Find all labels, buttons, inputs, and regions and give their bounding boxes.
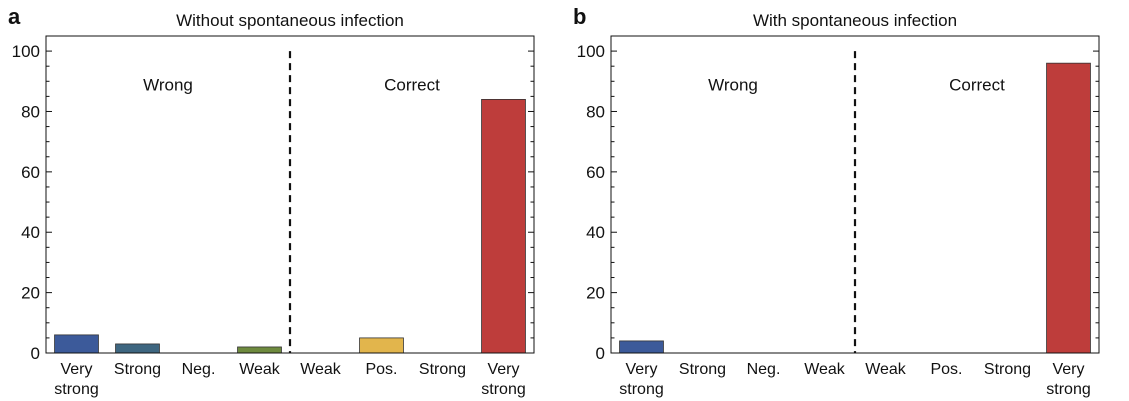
panel-a-category-label-6: Strong [419,361,466,378]
panel-a-bar-3 [237,346,282,354]
panel-a-region-label-correct: Correct [384,75,440,94]
panel-b-panel-label: b [573,4,586,29]
panel-a-ytick-label-80: 80 [21,102,40,121]
panel-a-category-label-2: Neg. [182,361,216,378]
panel-a-plot-frame [45,35,535,354]
panel-b-category-label-7: Very strong [1046,361,1090,398]
panel-a-title: Without spontaneous infection [176,11,404,30]
panel-b-category-label-6: Strong [984,361,1031,378]
panel-b-ytick-label-100: 100 [577,42,605,61]
panel-a-ytick-label-60: 60 [21,163,40,182]
panel-a-category-label-4: Weak [300,361,342,378]
panel-a-category-label-7: Very strong [481,361,525,398]
panel-b-category-label-1: Strong [679,361,726,378]
panel-a-category-label-1: Strong [114,361,161,378]
panel-b-ytick-label-80: 80 [586,102,605,121]
panel-b-bar-7 [1046,62,1091,354]
panel-b-chart: b With spontaneous infection Wrong Correct 0… [573,4,1100,398]
panel-a-ytick-label-0: 0 [31,344,40,363]
panel-b-ytick-label-20: 20 [586,284,605,303]
panel-a-chart: a Without spontaneous infection Wrong Corre… [8,4,535,398]
panel-b-category-label-4: Weak [865,361,907,378]
panel-b-ytick-label-60: 60 [586,163,605,182]
panel-b-title: With spontaneous infection [753,11,957,30]
panel-a-region-label-wrong: Wrong [143,75,193,94]
panel-a-category-label-3: Weak [239,361,281,378]
panel-a-ytick-label-100: 100 [12,42,40,61]
panel-a-category-label-0: Very strong [54,361,98,398]
panel-b-category-label-3: Weak [804,361,846,378]
panel-a-bar-5 [359,337,404,354]
panel-a-panel-label: a [8,4,21,29]
panel-a-bar-1 [115,343,160,354]
panel-a-ytick-label-20: 20 [21,284,40,303]
panel-b-category-label-0: Very strong [619,361,663,398]
panel-a-ytick-label-40: 40 [21,223,40,242]
panel-b-ytick-label-40: 40 [586,223,605,242]
panel-b-ytick-label-0: 0 [596,344,605,363]
panel-b-category-label-5: Pos. [930,361,962,378]
panel-b-region-label-correct: Correct [949,75,1005,94]
panel-a-category-label-5: Pos. [365,361,397,378]
panel-a-bar-0 [54,334,99,354]
panel-b-plot-frame [610,35,1100,354]
panel-a-bar-7 [481,99,526,354]
panel-b-category-label-2: Neg. [747,361,781,378]
panel-b-bar-0 [619,340,664,354]
panel-b-region-label-wrong: Wrong [708,75,758,94]
